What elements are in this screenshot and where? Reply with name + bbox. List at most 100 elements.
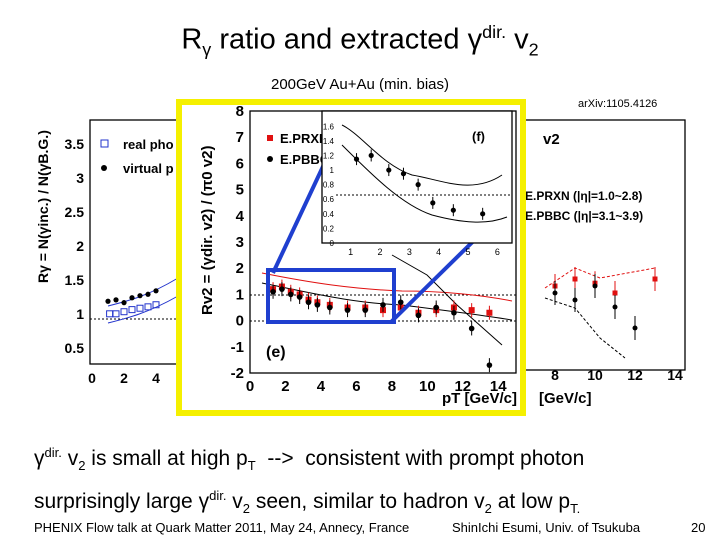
right-point-rxn <box>652 276 658 282</box>
left-xtick-label: 0 <box>88 370 96 386</box>
inset-f-ytick-label: 1.6 <box>323 122 335 131</box>
right-point-rxn <box>612 290 618 296</box>
panel-e-point-bbc <box>296 294 303 300</box>
panel-e-legend-rxn: E.PRXN <box>280 131 328 146</box>
left-point-virtual <box>145 291 151 297</box>
panel-e-xtick-label: 10 <box>419 378 436 395</box>
left-point-real <box>128 306 136 314</box>
inset-f-xtick-label: 3 <box>407 247 412 257</box>
b2-b: v <box>226 490 243 514</box>
title-sub-2: 2 <box>528 39 539 60</box>
b2-sup: dir. <box>209 488 227 504</box>
inset-f-point <box>430 200 436 206</box>
panel-e-xtick-label: 12 <box>454 378 471 395</box>
left-ylabel: Rγ = N(γinc.) / N(γB.G.) <box>35 130 51 283</box>
right-title: v2 <box>543 131 560 148</box>
panel-e-point-bbc <box>486 362 493 368</box>
b2-gamma: γ <box>198 490 210 514</box>
inset-f-point <box>353 156 360 162</box>
bullet-line-2: surprisingly large γdir. v2 seen, simila… <box>34 481 584 524</box>
left-ytick-label: 3 <box>76 170 84 186</box>
right-legend-bbc: E.PBBC (|η|=3.1~3.9) <box>525 209 643 223</box>
b1-b: is small at high p <box>85 447 248 470</box>
panel-e-band-red <box>261 272 513 302</box>
panel-e-point-bbc <box>270 288 276 295</box>
panel-e-ytick-label: 6 <box>236 155 244 172</box>
panel-e-label: (e) <box>266 344 286 361</box>
left-xtick-label: 2 <box>120 370 128 386</box>
inset-f-ytick-label: 0.2 <box>323 224 335 233</box>
panel-e-ytick-label: 1 <box>236 286 244 303</box>
left-point-virtual <box>113 297 119 303</box>
inset-f-ytick-label: 0.8 <box>323 181 335 190</box>
right-point-bbc <box>552 290 558 296</box>
panel-e-point-bbc <box>279 286 285 292</box>
legend-open-square-marker <box>100 139 109 148</box>
panel-e-ytick-label: 4 <box>236 208 245 225</box>
left-point-virtual <box>121 300 127 306</box>
panel-e-point-bbc <box>305 299 312 306</box>
left-point-real <box>120 308 128 316</box>
panel-e-xtick-label: 2 <box>281 378 289 395</box>
slide-subtitle: 200GeV Au+Au (min. bias) <box>270 76 449 93</box>
b2-c: seen, similar to hadron v <box>250 490 485 514</box>
panel-e-point-bbc <box>380 302 386 308</box>
panel-e-point-bbc <box>451 309 457 316</box>
inset-f-xtick-label: 6 <box>495 247 500 257</box>
left-band-low <box>107 295 179 324</box>
inset-f-point <box>480 211 486 217</box>
panel-e-point-bbc <box>415 312 422 319</box>
inset-f-xtick-label: 2 <box>377 247 382 257</box>
slide-number: 20 <box>691 520 706 535</box>
left-legend-virtual: virtual p <box>123 161 174 176</box>
b2-sub2: 2 <box>484 501 492 517</box>
panel-e-ytick-label: -1 <box>231 339 244 356</box>
inset-f-band-low <box>341 144 508 223</box>
panel-e-point-bbc <box>468 325 475 332</box>
right-plot-svg: v2 E.PRXN (|η|=1.0~2.8) E.PBBC (|η|=3.1~… <box>506 119 686 407</box>
title-text-mid: ratio and extracted <box>211 23 468 56</box>
right-xlabel: [GeV/c] <box>539 390 592 407</box>
legend-filled-circle-marker <box>101 165 107 171</box>
zoom-box <box>266 268 396 324</box>
panel-e-point-bbc <box>362 307 369 313</box>
left-point-real <box>112 310 120 318</box>
right-curve-bbc <box>544 297 626 359</box>
right-xtick-label: 8 <box>551 367 559 383</box>
panel-e-ytick-label: 0 <box>236 313 244 330</box>
inset-f-ytick-label: 0.4 <box>323 210 335 219</box>
b2-sub3: T. <box>570 501 581 517</box>
panel-e-ytick-label: 8 <box>236 105 244 120</box>
left-point-virtual <box>137 293 143 299</box>
title-gamma: γ <box>467 23 483 56</box>
panel-e-xtick-label: 14 <box>490 378 507 395</box>
panel-e-band-black-high <box>391 254 503 346</box>
inset-f-point <box>400 171 407 177</box>
inset-f-band-high <box>341 124 503 186</box>
left-ytick-label: 1 <box>76 306 84 322</box>
inset-f-point <box>386 167 392 173</box>
inset-f-xtick-label: 4 <box>436 247 441 257</box>
right-plot-frame <box>506 119 686 371</box>
inset-f-ytick-label: 0.6 <box>323 195 335 204</box>
inset-f-xtick-label: 5 <box>465 247 470 257</box>
left-point-real <box>136 304 144 312</box>
left-point-virtual <box>153 288 159 294</box>
footer-author: ShinIchi Esumi, Univ. of Tsukuba <box>452 520 641 535</box>
panel-e-legend-bbc: E.PBBC <box>280 152 330 167</box>
left-point-real <box>144 303 152 311</box>
inset-f-label: (f) <box>472 129 485 144</box>
title-v: v <box>506 23 529 56</box>
left-point-real <box>106 310 114 318</box>
inset-f: 1.6 1.4 1.2 1 0.8 0.6 0.4 0.2 0 1 2 3 4 5 6 (f) <box>321 110 513 257</box>
left-ytick-label: 2.5 <box>65 204 85 220</box>
panel-e-xtick-label: 4 <box>317 378 326 395</box>
right-xtick-label: 14 <box>667 367 683 383</box>
highlighted-panel: Rv2 = (γdir. v2) / (π0 v2) 8 7 6 5 4 3 2 1 0 -1 -2… <box>176 99 526 416</box>
right-point-bbc <box>592 283 598 289</box>
title-gamma-sub: γ <box>202 39 212 60</box>
inset-f-point <box>415 182 421 188</box>
left-legend-real: real pho <box>123 137 174 152</box>
b1-a: v <box>61 447 79 470</box>
panel-e-xtick-label: 0 <box>246 378 254 395</box>
